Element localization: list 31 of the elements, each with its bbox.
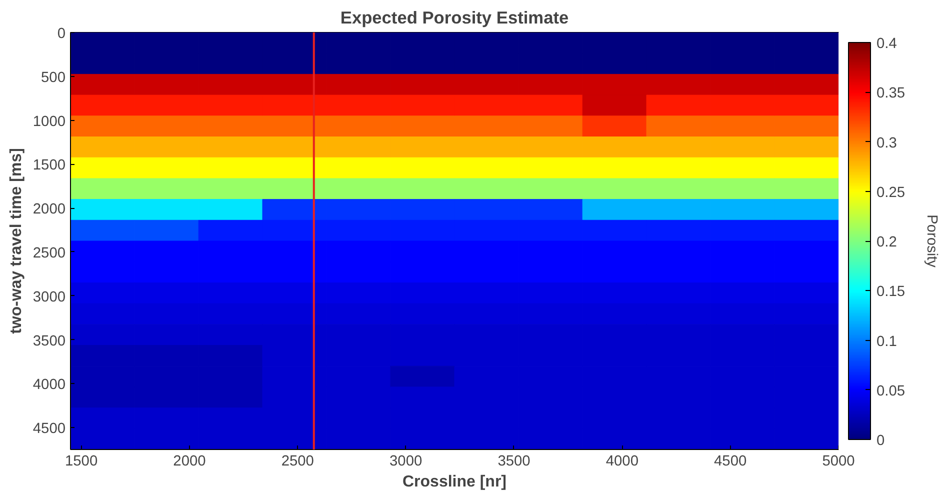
x-axis-title: Crossline [nr] [402,474,507,490]
x-tick-label: 5000 [822,454,855,470]
y-tick-label: 4500 [32,421,66,438]
x-tick-label: 3500 [498,454,530,470]
y-tick-label: 500 [41,70,66,86]
x-tick-label: 2000 [173,454,206,470]
x-tick-label: 1500 [65,454,98,470]
x-tick-label: 2500 [281,454,314,470]
y-tick-label: 1500 [32,158,66,174]
color-bar-label: 0.05 [876,383,906,400]
x-tick-label: 4500 [714,454,747,470]
color-bar-label: 0.3 [876,135,897,152]
y-tick-label: 3500 [32,333,66,350]
y-tick-label: 2500 [32,245,66,262]
color-bar-label: 0.2 [876,234,897,250]
color-bar-label: 0.25 [876,184,906,201]
y-axis-title: two-way travel time [ms] [8,148,25,334]
x-tick-label: 4000 [606,454,638,470]
y-tick-label: 0 [57,26,66,42]
y-tick-label: 2000 [32,202,66,218]
color-bar-label: 0.4 [876,36,897,52]
y-tick-label: 1000 [32,114,66,130]
color-bar-label: 0.15 [876,284,906,300]
x-tick-label: 3000 [390,454,422,470]
y-tick-label: 3000 [32,289,66,306]
y-tick-label: 4000 [32,377,66,394]
color-bar-label: 0.35 [876,86,906,102]
color-bar-label: 0 [876,433,885,449]
color-bar-label: 0.1 [876,334,897,350]
chart-title: Expected Porosity Estimate [340,8,569,28]
color-bar-title: Porosity [924,214,940,268]
